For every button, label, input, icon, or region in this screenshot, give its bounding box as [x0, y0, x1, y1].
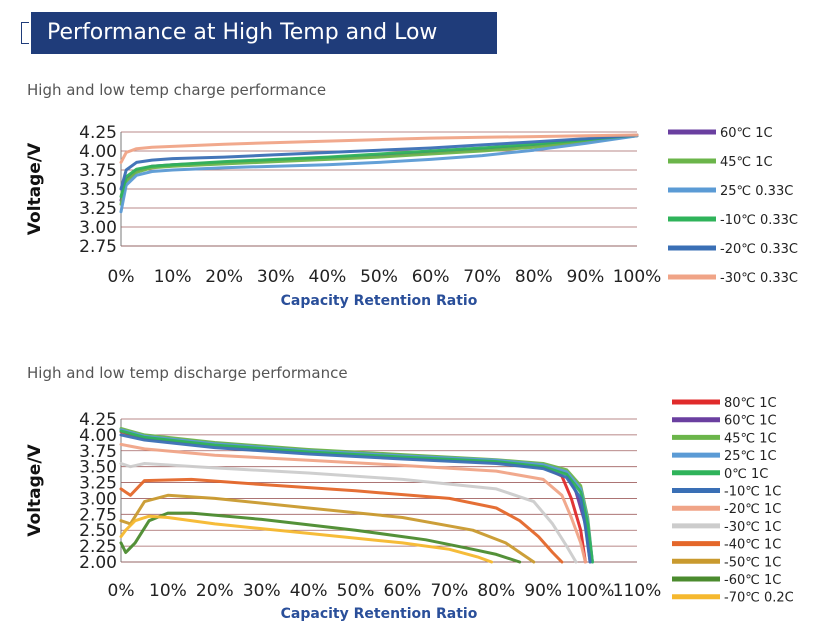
legend-label: -50℃ 1C — [724, 555, 781, 570]
y-tick-label: 2.75 — [79, 237, 117, 257]
y-tick-label: 3.25 — [79, 474, 117, 494]
x-tick-label: 30% — [243, 581, 281, 601]
y-tick-label: 4.00 — [79, 142, 117, 162]
x-tick-label: 80% — [515, 267, 553, 287]
legend-label: 60℃ 1C — [720, 126, 773, 141]
legend-label: 25℃ 0.33C — [720, 184, 793, 199]
series-line-2 — [119, 134, 639, 214]
legend-label: 60℃ 1C — [724, 414, 777, 429]
series-line-3 — [119, 133, 639, 199]
x-tick-label: 30% — [257, 267, 295, 287]
series-line-8 — [119, 477, 564, 564]
series-line-1 — [119, 134, 639, 206]
y-tick-label: 3.25 — [79, 199, 117, 219]
legend-label: -20℃ 1C — [724, 502, 781, 517]
x-tick-label: 50% — [360, 267, 398, 287]
x-tick-label: 50% — [337, 581, 375, 601]
series-line-5 — [119, 433, 592, 564]
legend-label: -20℃ 0.33C — [720, 242, 798, 257]
legend-label: -10℃ 1C — [724, 485, 781, 500]
x-tick-label: 80% — [477, 581, 515, 601]
page-title: Performance at High Temp and Low Temp — [31, 12, 497, 87]
y-tick-label: 3.50 — [79, 458, 117, 478]
title-bracket — [21, 22, 29, 44]
x-axis-label: Capacity Retention Ratio — [281, 293, 478, 309]
y-tick-label: 3.00 — [79, 489, 117, 509]
legend-label: -30℃ 1C — [724, 520, 781, 535]
series-line-4 — [119, 429, 594, 564]
y-axis-label: Voltage/V — [25, 443, 45, 536]
x-tick-label: 60% — [384, 581, 422, 601]
legend-label: 0℃ 1C — [724, 467, 768, 482]
x-tick-label: 90% — [524, 581, 562, 601]
y-tick-label: 4.25 — [79, 123, 117, 143]
series-line-7 — [119, 462, 578, 564]
x-tick-label: 70% — [463, 267, 501, 287]
y-tick-label: 2.50 — [79, 521, 117, 541]
y-tick-label: 4.25 — [79, 410, 117, 430]
x-tick-label: 110% — [613, 581, 662, 601]
x-tick-label: 10% — [154, 267, 192, 287]
y-tick-label: 3.50 — [79, 180, 117, 200]
charge-chart-title: High and low temp charge performance — [27, 81, 327, 99]
y-tick-label: 3.75 — [79, 442, 117, 462]
series-line-6 — [119, 442, 587, 564]
x-tick-label: 20% — [205, 267, 243, 287]
x-tick-label: 60% — [412, 267, 450, 287]
x-tick-label: 10% — [149, 581, 187, 601]
legend-label: -10℃ 0.33C — [720, 213, 798, 228]
series-line-2 — [119, 427, 594, 564]
y-tick-label: 2.75 — [79, 505, 117, 525]
legend-label: 45℃ 1C — [720, 155, 773, 170]
series-line-11 — [119, 514, 494, 564]
x-tick-label: 90% — [567, 267, 605, 287]
series-line-10 — [119, 511, 522, 564]
series-line-5 — [119, 133, 639, 164]
x-tick-label: 100% — [566, 581, 615, 601]
x-tick-label: 70% — [430, 581, 468, 601]
y-tick-label: 3.75 — [79, 161, 117, 181]
legend-label: -30℃ 0.33C — [720, 271, 798, 286]
x-axis-label: Capacity Retention Ratio — [281, 606, 478, 622]
x-tick-label: 40% — [290, 581, 328, 601]
series-line-4 — [119, 133, 639, 191]
x-tick-label: 100% — [613, 267, 662, 287]
x-tick-label: 0% — [108, 581, 135, 601]
series-line-9 — [119, 493, 536, 564]
legend-label: -60℃ 1C — [724, 573, 781, 588]
legend-label: 80℃ 1C — [724, 396, 777, 411]
charge-performance-chart: 4.254.003.753.503.253.002.75 0% 10% 20% 30% 4… — [25, 123, 798, 309]
y-axis-label: Voltage/V — [25, 142, 45, 235]
y-tick-label: 4.00 — [79, 426, 117, 446]
legend-label: 25℃ 1C — [724, 449, 777, 464]
y-tick-label: 2.25 — [79, 537, 117, 557]
legend-label: -70℃ 0.2C — [724, 591, 794, 606]
x-tick-label: 20% — [196, 581, 234, 601]
discharge-performance-chart: 4.254.003.753.503.253.002.752.502.252.00… — [25, 396, 794, 622]
y-tick-label: 3.00 — [79, 218, 117, 238]
legend-label: 45℃ 1C — [724, 431, 777, 446]
legend-label: -40℃ 1C — [724, 538, 781, 553]
x-tick-label: 40% — [309, 267, 347, 287]
y-tick-label: 2.00 — [79, 553, 117, 573]
x-tick-label: 0% — [108, 267, 135, 287]
discharge-chart-title: High and low temp discharge performance — [27, 364, 348, 382]
